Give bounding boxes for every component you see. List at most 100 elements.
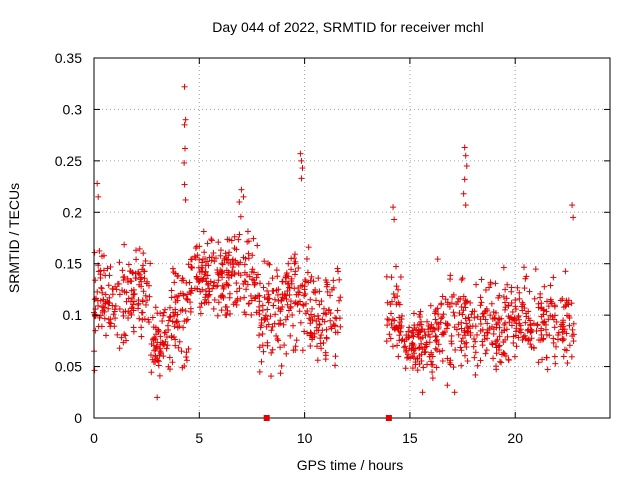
- data-point: [126, 310, 133, 317]
- data-point: [220, 285, 227, 292]
- data-point: [223, 256, 230, 263]
- data-point: [140, 250, 147, 257]
- data-point: [439, 293, 446, 300]
- data-point: [105, 316, 112, 323]
- data-point: [157, 310, 164, 317]
- x-tick-label: 15: [402, 430, 418, 446]
- data-point: [259, 307, 266, 314]
- data-point: [508, 322, 515, 329]
- data-point: [388, 274, 395, 281]
- data-point: [406, 324, 413, 331]
- data-point: [315, 275, 322, 282]
- data-point: [181, 159, 188, 166]
- x-tick-label: 0: [90, 430, 98, 446]
- data-point: [334, 307, 341, 314]
- data-point: [466, 317, 473, 324]
- data-point: [450, 291, 457, 298]
- data-point: [169, 359, 176, 366]
- data-point: [319, 327, 326, 334]
- data-point: [172, 336, 179, 343]
- y-tick-label: 0: [74, 410, 82, 426]
- data-point: [171, 313, 178, 320]
- data-point: [92, 327, 99, 334]
- data-point: [302, 290, 309, 297]
- data-point: [471, 314, 478, 321]
- data-point: [513, 306, 520, 313]
- data-point: [179, 275, 186, 282]
- data-point: [512, 296, 519, 303]
- data-point: [501, 327, 508, 334]
- data-point: [336, 276, 343, 283]
- data-point: [176, 338, 183, 345]
- data-point: [107, 263, 114, 270]
- data-point: [472, 338, 479, 345]
- data-point: [313, 297, 320, 304]
- data-point: [220, 294, 227, 301]
- data-point: [243, 271, 250, 278]
- data-point: [184, 291, 191, 298]
- data-point: [157, 333, 164, 340]
- data-point: [218, 260, 225, 267]
- data-point: [416, 321, 423, 328]
- data-point: [164, 322, 171, 329]
- data-point: [254, 242, 261, 249]
- data-point: [251, 280, 258, 287]
- data-point: [426, 353, 433, 360]
- data-point: [205, 299, 212, 306]
- data-point: [226, 236, 233, 243]
- data-point: [135, 270, 142, 277]
- data-point: [200, 228, 207, 235]
- data-point: [130, 328, 137, 335]
- data-point: [316, 288, 323, 295]
- data-point: [297, 150, 304, 157]
- data-point: [196, 256, 203, 263]
- data-point: [237, 213, 244, 220]
- data-point: [510, 316, 517, 323]
- data-point: [324, 288, 331, 295]
- data-point: [545, 316, 552, 323]
- data-point: [452, 346, 459, 353]
- data-point: [493, 344, 500, 351]
- data-point: [552, 360, 559, 367]
- data-point: [397, 319, 404, 326]
- data-point: [298, 157, 305, 164]
- data-point: [100, 296, 107, 303]
- data-point: [423, 339, 430, 346]
- data-point: [283, 350, 290, 357]
- data-point: [269, 287, 276, 294]
- data-point: [519, 337, 526, 344]
- y-tick-label: 0.25: [55, 153, 82, 169]
- data-point: [277, 344, 284, 351]
- data-point: [504, 333, 511, 340]
- data-point: [291, 271, 298, 278]
- data-point: [459, 311, 466, 318]
- data-point: [511, 317, 518, 324]
- data-point: [112, 283, 119, 290]
- data-point: [271, 296, 278, 303]
- data-point: [273, 332, 280, 339]
- data-point: [231, 233, 238, 240]
- data-point: [532, 266, 539, 273]
- data-point: [458, 347, 465, 354]
- data-point: [262, 312, 269, 319]
- data-point: [125, 315, 132, 322]
- data-point: [429, 375, 436, 382]
- data-point: [482, 287, 489, 294]
- data-point: [410, 354, 417, 361]
- data-point: [303, 300, 310, 307]
- data-point: [284, 288, 291, 295]
- data-point: [522, 319, 529, 326]
- data-point: [332, 362, 339, 369]
- data-point: [242, 255, 249, 262]
- data-point: [464, 358, 471, 365]
- data-point: [248, 311, 255, 318]
- data-point: [183, 279, 190, 286]
- data-point: [496, 342, 503, 349]
- data-point: [463, 163, 470, 169]
- data-point: [110, 311, 117, 318]
- data-point: [426, 334, 433, 341]
- data-point: [210, 305, 217, 312]
- data-point: [242, 311, 249, 318]
- data-point: [477, 302, 484, 309]
- data-point: [462, 304, 469, 311]
